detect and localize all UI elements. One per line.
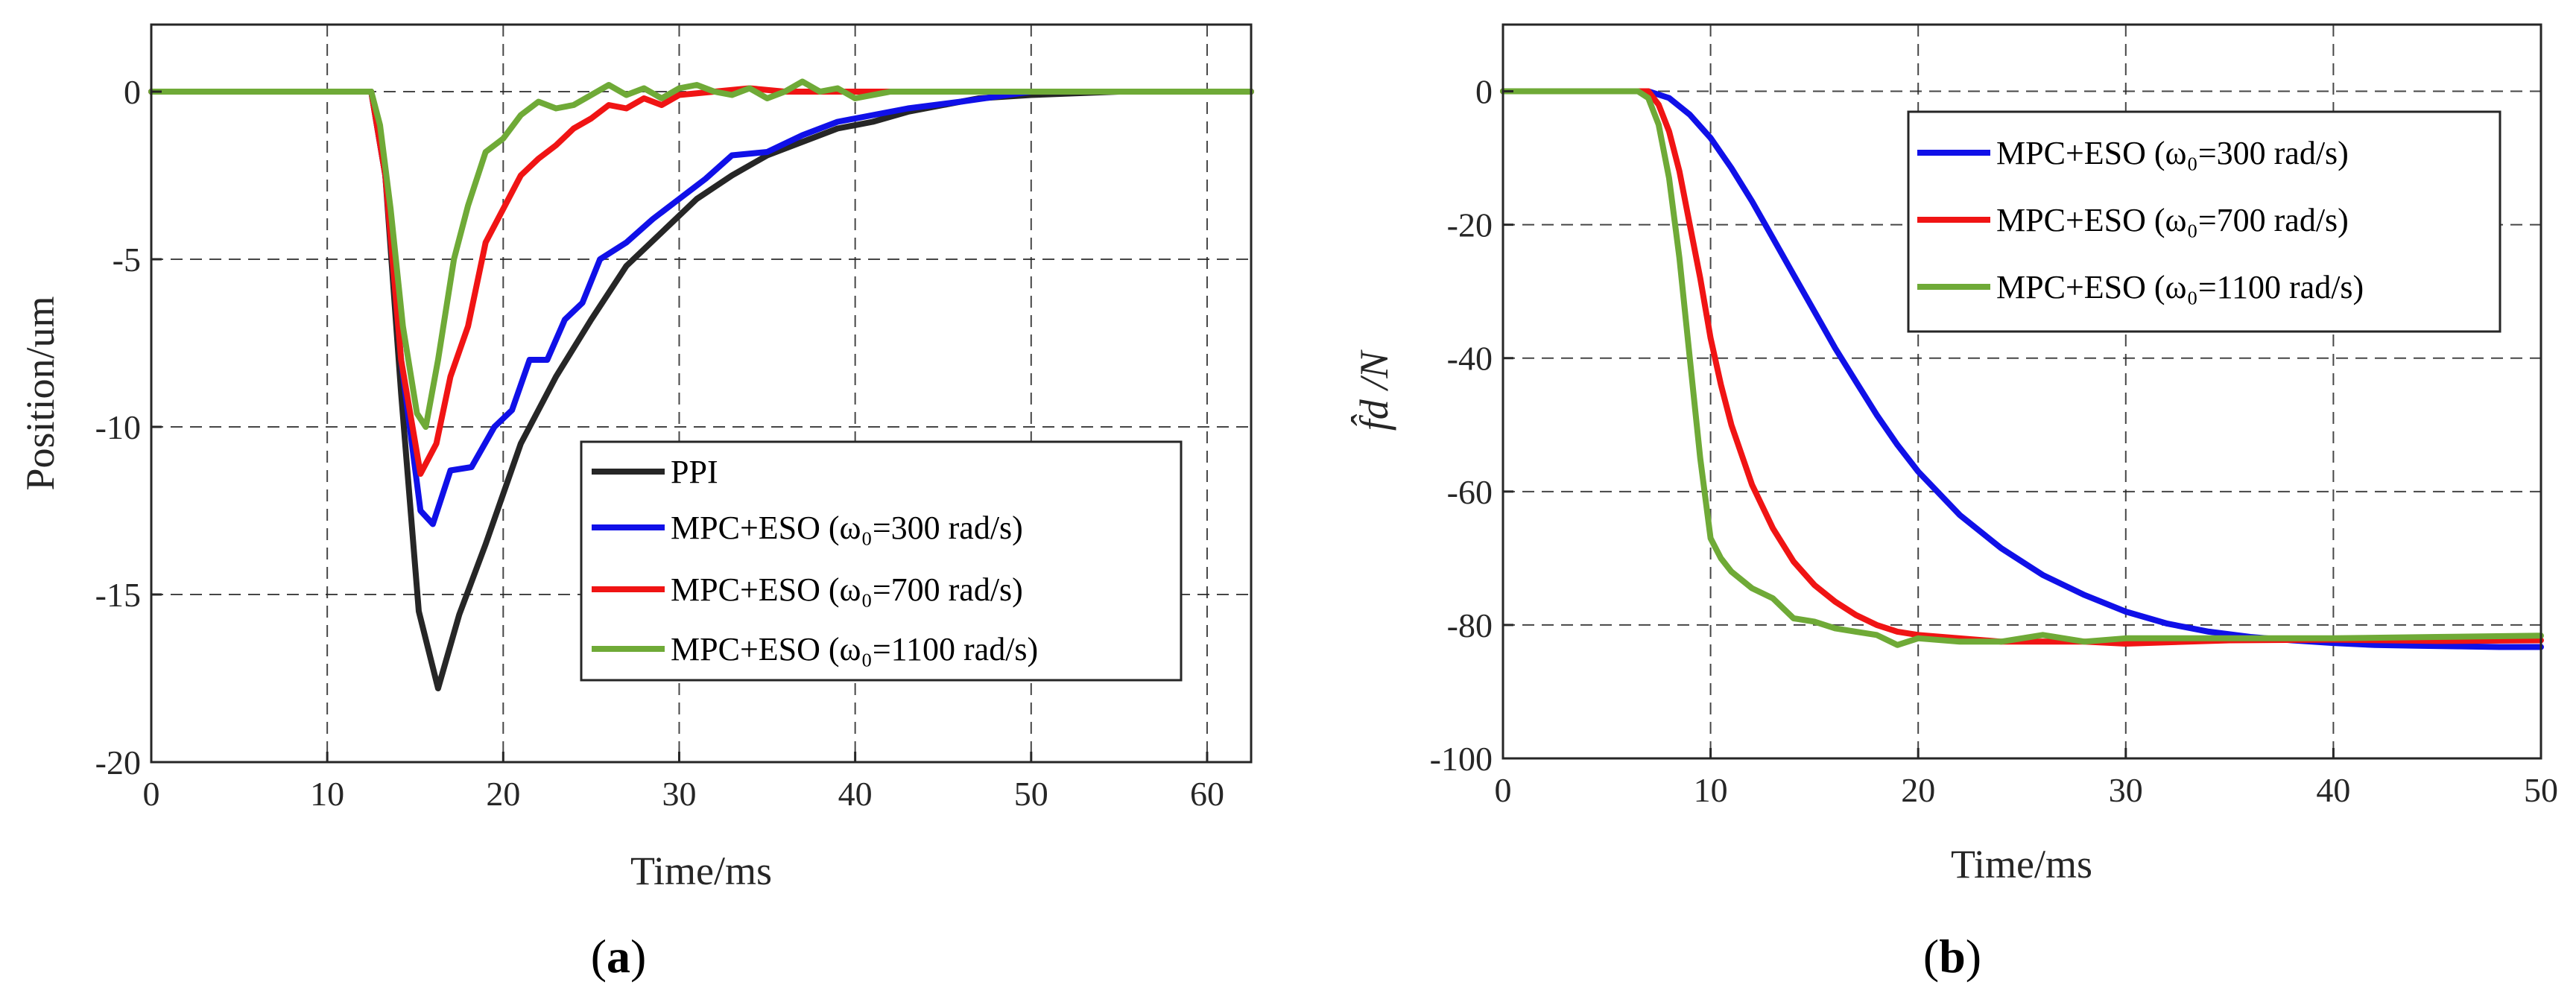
b-ytick-label: -40 <box>1447 340 1493 378</box>
a-plot-frame <box>150 23 1253 764</box>
a-legend-label-1100: MPC+ESO (ω₀=1100 rad/s) <box>671 631 1038 668</box>
a-caption-label: a <box>607 930 630 983</box>
panel-b: 0 10 20 30 40 50 0 -20 -40 -60 -80 -100 Time/ms f̂d… <box>1350 23 2558 983</box>
a-xtick-label: 0 <box>143 775 160 813</box>
b-ytick-label: -60 <box>1447 473 1493 511</box>
a-xtick-label: 60 <box>1190 775 1224 813</box>
b-ytick-label: 0 <box>1475 73 1493 111</box>
a-xtick-label: 10 <box>310 775 344 813</box>
b-legend: MPC+ESO (ω₀=300 rad/s) MPC+ESO (ω₀=700 r… <box>1907 110 2501 333</box>
b-xtick-label: 50 <box>2524 771 2558 809</box>
a-legend-label-ppi: PPI <box>671 454 718 490</box>
a-xtick-label: 40 <box>838 775 873 813</box>
b-caption: (b) <box>1923 930 1981 983</box>
a-caption: (a) <box>591 930 647 983</box>
a-series-group <box>148 78 1254 691</box>
a-tick-labels: 0 10 20 30 40 50 60 0 -5 -10 -15 -20 <box>95 73 1224 813</box>
a-ytick-label: -20 <box>95 743 141 781</box>
b-series-group <box>1500 88 2544 650</box>
a-y-axis-label: Position/um <box>18 296 63 490</box>
b-y-axis-label: f̂d /N <box>1350 349 1396 431</box>
b-ytick-label: -100 <box>1430 740 1493 778</box>
b-caption-open: ( <box>1923 930 1939 983</box>
a-series-line-3 <box>148 78 1254 430</box>
a-legend-label-300: MPC+ESO (ω₀=300 rad/s) <box>671 510 1023 546</box>
a-ytick-label: 0 <box>124 73 141 111</box>
panel-a: 0 10 20 30 40 50 60 0 -5 -10 -15 -20 Time/ms Positi… <box>18 23 1254 983</box>
a-xtick-label: 50 <box>1014 775 1048 813</box>
a-x-axis-label: Time/ms <box>630 849 772 893</box>
b-xtick-label: 30 <box>2109 771 2143 809</box>
b-ytick-label: -20 <box>1447 206 1493 244</box>
b-tick-labels: 0 10 20 30 40 50 0 -20 -40 -60 -80 -100 <box>1430 73 2558 809</box>
b-legend-box <box>1907 110 2501 333</box>
b-caption-label: b <box>1939 930 1966 983</box>
a-ytick-label: -10 <box>95 408 141 446</box>
a-legend: PPI MPC+ESO (ω₀=300 rad/s) MPC+ESO (ω₀=7… <box>580 440 1183 682</box>
a-xtick-label: 30 <box>662 775 696 813</box>
b-xtick-label: 40 <box>2316 771 2350 809</box>
b-plot-frame <box>1501 23 2542 760</box>
a-legend-label-700: MPC+ESO (ω₀=700 rad/s) <box>671 571 1023 608</box>
b-x-axis-label: Time/ms <box>1951 842 2092 887</box>
b-xtick-label: 0 <box>1495 771 1512 809</box>
b-legend-label-1100: MPC+ESO (ω₀=1100 rad/s) <box>1996 269 2364 305</box>
b-legend-label-700: MPC+ESO (ω₀=700 rad/s) <box>1996 202 2349 238</box>
b-series-line-0 <box>1500 88 2544 650</box>
a-xtick-label: 20 <box>486 775 520 813</box>
a-legend-box <box>580 440 1183 682</box>
a-ytick-label: -15 <box>95 576 141 614</box>
a-ytick-label: -5 <box>113 241 141 279</box>
a-series-line-1 <box>148 89 1254 527</box>
b-ytick-label: -80 <box>1447 606 1493 644</box>
b-series-line-2 <box>1500 88 2544 648</box>
b-xtick-label: 20 <box>1901 771 1935 809</box>
a-series-line-2 <box>148 85 1254 477</box>
a-caption-close: ) <box>630 930 646 983</box>
b-legend-label-300: MPC+ESO (ω₀=300 rad/s) <box>1996 135 2349 171</box>
b-xtick-label: 10 <box>1694 771 1728 809</box>
a-caption-open: ( <box>591 930 607 983</box>
b-caption-close: ) <box>1966 930 1981 983</box>
